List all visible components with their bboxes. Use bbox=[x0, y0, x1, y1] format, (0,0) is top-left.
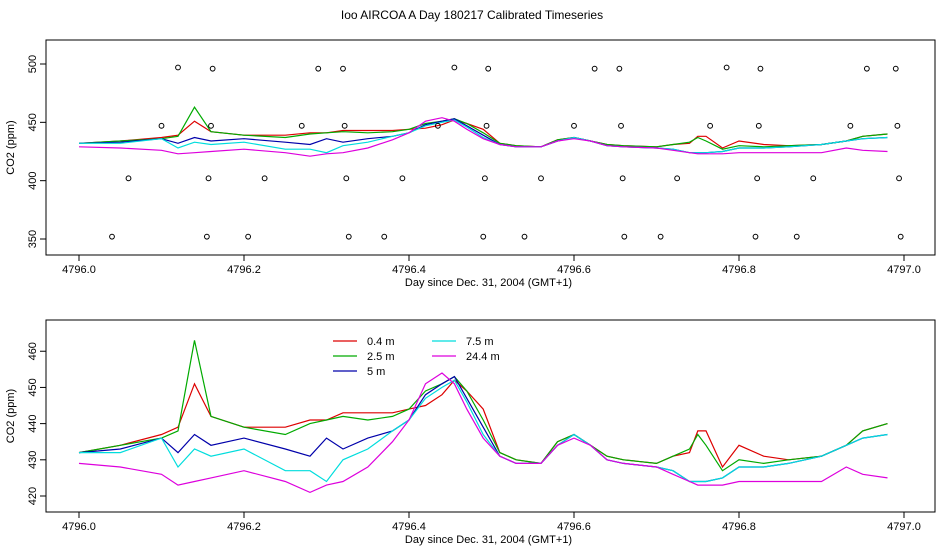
outlier-point bbox=[591, 65, 598, 72]
series-line bbox=[78, 106, 888, 150]
outlier-point bbox=[203, 233, 210, 240]
outlier-point bbox=[109, 233, 115, 240]
y-tick-label: 440 bbox=[27, 414, 39, 432]
outlier-point bbox=[847, 122, 854, 129]
y-axis-label: CO2 (ppm) bbox=[5, 389, 17, 443]
x-tick-label: 4796.6 bbox=[557, 264, 591, 276]
outlier-point bbox=[205, 175, 212, 182]
x-tick-label: 4796.4 bbox=[392, 521, 426, 533]
outlier-point bbox=[757, 65, 764, 72]
outlier-point bbox=[538, 175, 544, 182]
outlier-point bbox=[381, 233, 388, 240]
legend-label: 2.5 m bbox=[367, 351, 395, 363]
outlier-point bbox=[399, 175, 406, 182]
series-line bbox=[78, 117, 888, 157]
x-tick-label: 4797.0 bbox=[887, 521, 921, 533]
outlier-point bbox=[616, 65, 623, 72]
outlier-point bbox=[261, 175, 268, 182]
x-tick-label: 4796.8 bbox=[722, 264, 756, 276]
outlier-point bbox=[657, 233, 664, 240]
outlier-point bbox=[158, 122, 165, 129]
y-axis-label: CO2 (ppm) bbox=[5, 120, 17, 174]
outlier-point bbox=[125, 175, 132, 182]
outlier-point bbox=[723, 64, 730, 71]
y-tick-label: 500 bbox=[27, 55, 39, 73]
legend-label: 7.5 m bbox=[466, 336, 494, 348]
x-tick-label: 4796.0 bbox=[62, 264, 96, 276]
x-tick-label: 4796.2 bbox=[227, 521, 261, 533]
outlier-point bbox=[894, 122, 901, 129]
outlier-point bbox=[521, 233, 528, 240]
plot-frame bbox=[45, 319, 936, 513]
y-tick-label: 400 bbox=[27, 171, 39, 189]
outlier-point bbox=[571, 122, 577, 129]
outlier-point bbox=[482, 175, 488, 182]
outlier-point bbox=[485, 65, 492, 72]
outlier-point bbox=[483, 122, 490, 129]
outlier-point bbox=[810, 175, 817, 182]
outlier-point bbox=[755, 122, 762, 129]
outlier-point bbox=[619, 175, 626, 182]
outlier-point bbox=[618, 122, 624, 129]
outlier-point bbox=[208, 122, 214, 129]
series-line bbox=[78, 119, 888, 149]
outlier-point bbox=[754, 175, 761, 182]
outlier-point bbox=[674, 175, 681, 182]
outlier-point bbox=[343, 175, 350, 182]
outlier-point bbox=[245, 233, 252, 240]
outlier-point bbox=[434, 122, 441, 129]
y-tick-label: 430 bbox=[27, 451, 39, 469]
outlier-point bbox=[480, 233, 487, 240]
y-tick-label: 450 bbox=[27, 113, 39, 131]
y-tick-label: 350 bbox=[27, 230, 39, 248]
series-line bbox=[78, 375, 888, 483]
y-tick-label: 450 bbox=[27, 378, 39, 396]
series-line bbox=[78, 372, 888, 494]
outlier-point bbox=[621, 233, 628, 240]
outlier-point bbox=[175, 64, 181, 71]
outlier-point bbox=[315, 65, 322, 72]
outlier-point bbox=[340, 65, 346, 72]
x-tick-label: 4796.2 bbox=[227, 264, 261, 276]
y-tick-label: 420 bbox=[27, 487, 39, 505]
outlier-point bbox=[752, 233, 759, 240]
outlier-point bbox=[892, 65, 899, 72]
outlier-point bbox=[897, 233, 904, 240]
outlier-point bbox=[209, 65, 216, 72]
outlier-point bbox=[896, 175, 902, 182]
x-axis-label: Day since Dec. 31, 2004 (GMT+1) bbox=[405, 277, 572, 289]
y-tick-label: 460 bbox=[27, 342, 39, 360]
legend-label: 24.4 m bbox=[466, 351, 500, 363]
outlier-point bbox=[863, 65, 870, 72]
x-tick-label: 4797.0 bbox=[887, 264, 921, 276]
x-tick-label: 4796.8 bbox=[722, 521, 756, 533]
series-line bbox=[78, 379, 888, 469]
outlier-point bbox=[341, 122, 348, 129]
outlier-point bbox=[707, 122, 714, 129]
outlier-point bbox=[793, 233, 800, 240]
x-axis-label: Day since Dec. 31, 2004 (GMT+1) bbox=[405, 534, 572, 546]
chart-title: Ioo AIRCOA A Day 180217 Calibrated Times… bbox=[341, 8, 603, 22]
outlier-point bbox=[298, 122, 305, 129]
x-tick-label: 4796.6 bbox=[557, 521, 591, 533]
bottom-panel: 4796.0 4796.2 4796.4 4796.6 4796.8 4797.0 420 4… bbox=[5, 319, 936, 546]
outlier-point bbox=[345, 233, 352, 240]
x-tick-label: 4796.4 bbox=[392, 264, 426, 276]
legend-label: 5 m bbox=[367, 366, 385, 378]
top-panel: 4796.0 4796.2 4796.4 4796.6 4796.8 4797.0 350 4… bbox=[5, 39, 936, 289]
outlier-point bbox=[451, 64, 458, 71]
series-line bbox=[78, 340, 888, 472]
plot-frame bbox=[45, 39, 936, 256]
legend-label: 0.4 m bbox=[367, 336, 395, 348]
x-tick-label: 4796.0 bbox=[62, 521, 96, 533]
